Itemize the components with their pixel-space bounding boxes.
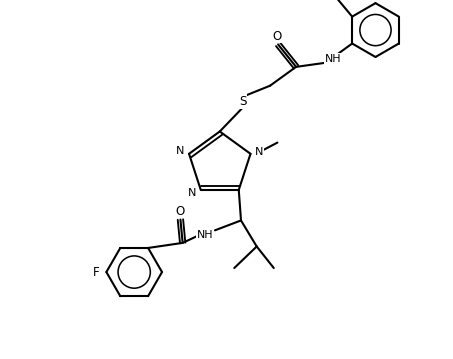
Text: N: N xyxy=(255,147,264,157)
Text: NH: NH xyxy=(197,230,213,240)
Text: O: O xyxy=(273,30,282,43)
Text: NH: NH xyxy=(324,54,341,64)
Text: N: N xyxy=(188,188,196,197)
Text: O: O xyxy=(175,205,184,218)
Text: F: F xyxy=(93,266,100,279)
Text: S: S xyxy=(239,95,246,108)
Text: N: N xyxy=(176,146,184,156)
